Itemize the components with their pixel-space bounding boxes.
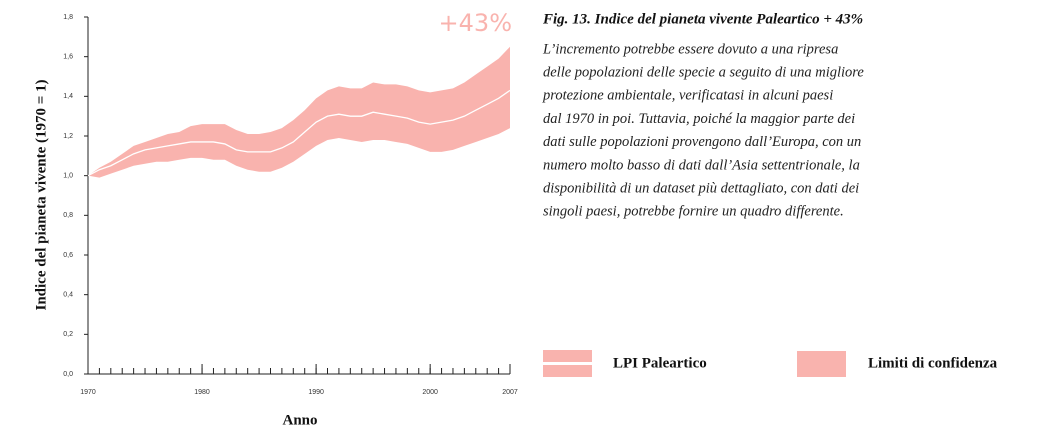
caption-line: dal 1970 in poi. Tuttavia, poiché la mag… (543, 111, 855, 127)
y-tick-label: 1,8 (63, 14, 73, 21)
x-tick-label: 2000 (422, 389, 438, 396)
y-tick-label: 0,4 (63, 292, 73, 299)
y-tick-label: 0,2 (63, 331, 73, 338)
caption-line: protezione ambientale, verificatasi in a… (542, 88, 833, 104)
y-tick-label: 1,6 (63, 54, 73, 61)
annotation: +43% (439, 9, 512, 37)
legend-swatch (543, 350, 592, 362)
legend-label: LPI Paleartico (613, 355, 707, 371)
x-axis-title: Anno (282, 412, 317, 428)
y-tick-label: 1,0 (63, 173, 73, 180)
y-axis-title: Indice del pianeta vivente (1970 = 1) (33, 79, 49, 310)
caption-line: disponibilità di un dataset più dettagli… (543, 181, 859, 197)
caption-line: L’incremento potrebbe essere dovuto a un… (542, 41, 838, 57)
y-tick-label: 1,2 (63, 133, 73, 140)
legend-swatch (543, 365, 592, 377)
series-line (87, 89, 511, 177)
legend-swatch (797, 351, 846, 377)
caption-line: delle popolazioni delle specie a seguito… (543, 65, 864, 81)
x-tick-label: 1980 (194, 389, 210, 396)
legend-label: Limiti di confidenza (868, 355, 998, 371)
x-tick-label: 1970 (80, 389, 96, 396)
x-tick-label: 2007 (502, 389, 518, 396)
y-tick-label: 0,8 (63, 212, 73, 219)
confidence-band (88, 46, 510, 178)
y-tick-label: 0,6 (63, 252, 73, 259)
caption-line: numero molto basso di dati dall’Asia set… (543, 157, 860, 173)
caption-title: Fig. 13. Indice del pianeta vivente Pale… (542, 11, 863, 27)
caption-line: singoli paesi, potrebbe fornire un quadr… (543, 204, 844, 220)
y-tick-label: 0,0 (63, 371, 73, 378)
x-tick-label: 1990 (308, 389, 324, 396)
y-tick-label: 1,4 (63, 93, 73, 100)
caption-line: dati sulle popolazioni provengono dall’E… (543, 134, 861, 150)
